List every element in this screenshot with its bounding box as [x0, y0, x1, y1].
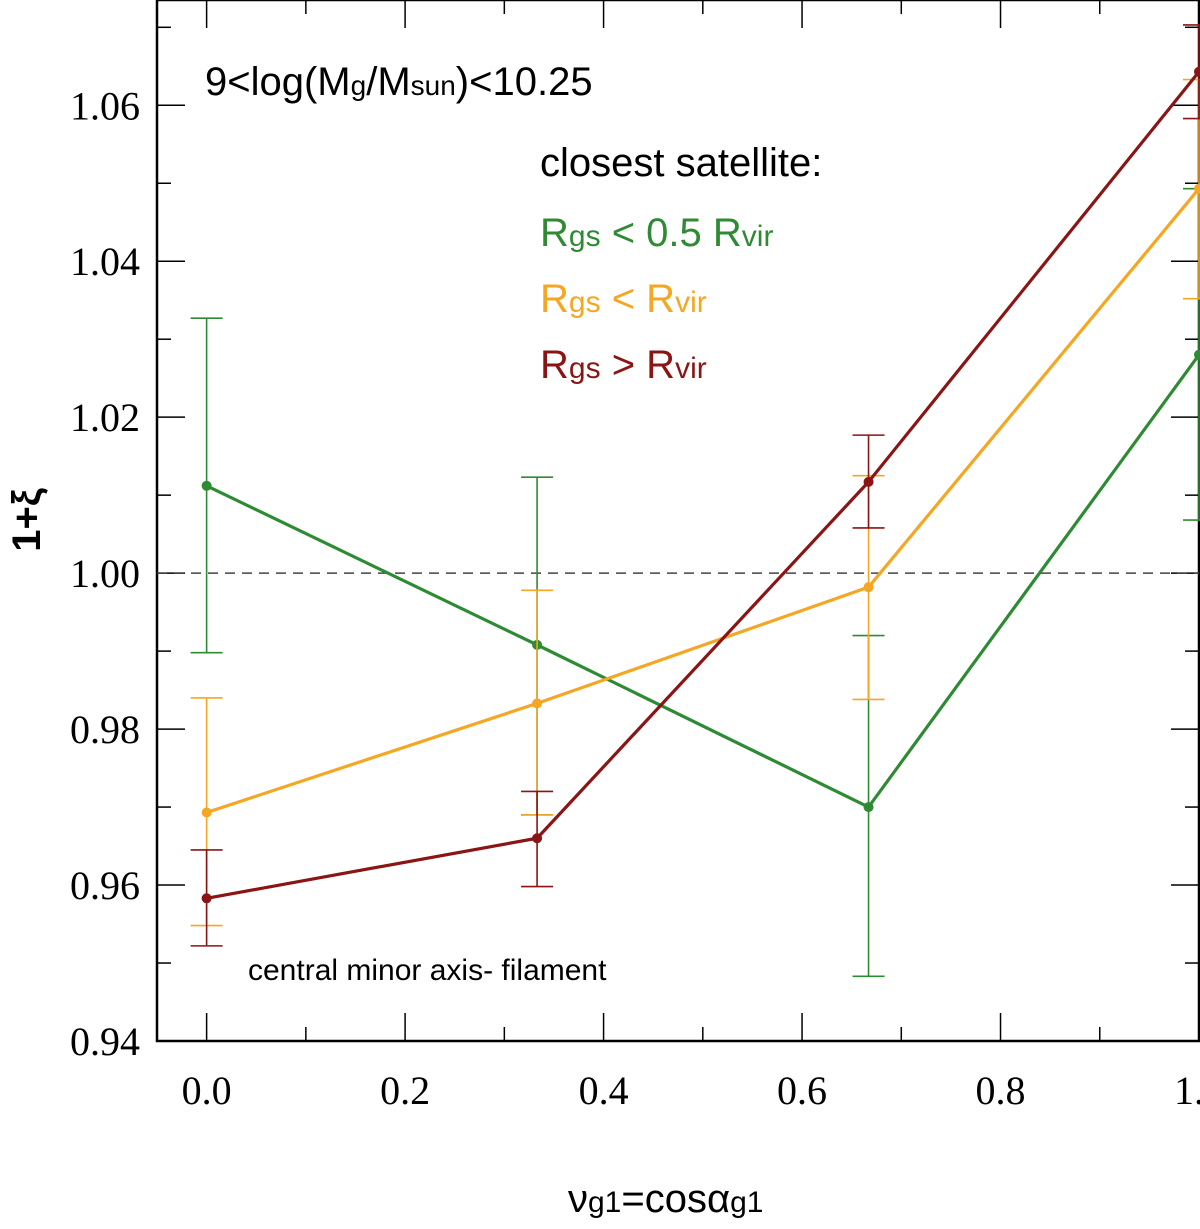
series-0: [190, 187, 1200, 978]
x-tick-labels: 0.0 0.2 0.4 0.6 0.8 1.0: [182, 1068, 1200, 1113]
series-1: [190, 78, 1200, 927]
data-point: [1194, 66, 1200, 77]
data-point: [532, 698, 543, 709]
y-axis-label: 1+ξ: [5, 488, 49, 552]
data-point: [863, 582, 874, 593]
legend-title: closest satellite:: [540, 141, 822, 185]
x-tick-label: 1.0: [1174, 1068, 1200, 1113]
y-tick-labels: 0.94 0.96 0.98 1.00 1.02 1.04 1.06: [70, 83, 140, 1064]
series-2: [190, 24, 1200, 947]
y-tick-label: 0.96: [70, 863, 140, 908]
data-point: [532, 833, 543, 844]
data-point: [1194, 349, 1200, 360]
chart-title: 9<log(Mg/Msun)<10.25: [205, 60, 593, 104]
y-tick-label: 1.00: [70, 551, 140, 596]
axis-ticks: [157, 0, 1200, 1042]
series-group: [190, 24, 1200, 978]
data-point: [201, 807, 212, 818]
y-tick-label: 1.06: [70, 83, 140, 128]
x-tick-label: 0.6: [777, 1068, 827, 1113]
series-line: [205, 353, 1200, 809]
x-tick-label: 0.2: [380, 1068, 430, 1113]
series-line: [206, 187, 1200, 815]
y-tick-label: 1.04: [70, 239, 140, 284]
data-point: [863, 802, 874, 813]
data-point: [863, 476, 874, 487]
legend-entry: Rgs < Rvir: [540, 277, 707, 321]
x-tick-label: 0.8: [976, 1068, 1026, 1113]
legend: Rgs < 0.5 Rvir Rgs < Rvir Rgs > Rvir: [540, 211, 773, 387]
y-tick-label: 1.02: [70, 395, 140, 440]
x-axis-label: νg1=cosαg1: [568, 1177, 763, 1221]
legend-entry: Rgs < 0.5 Rvir: [540, 211, 773, 255]
data-point: [201, 893, 212, 904]
data-point: [1194, 183, 1200, 194]
series-line: [206, 70, 1200, 900]
x-tick-label: 0.0: [182, 1068, 232, 1113]
y-tick-label: 0.94: [70, 1019, 140, 1064]
data-point: [201, 480, 212, 491]
y-tick-label: 0.98: [70, 707, 140, 752]
legend-entry: Rgs > Rvir: [540, 343, 707, 387]
x-tick-label: 0.4: [579, 1068, 629, 1113]
panel-annotation: central minor axis- filament: [248, 954, 607, 987]
